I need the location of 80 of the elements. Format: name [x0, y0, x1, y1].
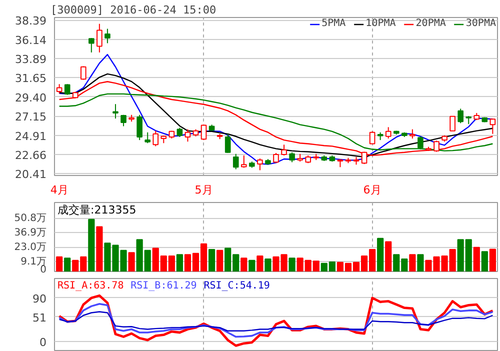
candlestick	[240, 154, 247, 168]
legend-label: 30PMA	[466, 18, 496, 29]
y-tick-label: 20.41	[15, 168, 47, 182]
y-tick-label: 24.91	[15, 130, 47, 143]
bar	[208, 249, 216, 272]
x-tick-label: 6月	[363, 184, 382, 196]
bar	[56, 256, 63, 272]
y-tick-label: 36.14	[15, 34, 47, 47]
bar	[216, 250, 224, 272]
candlestick	[64, 84, 70, 96]
bar	[481, 251, 488, 272]
candlestick	[88, 37, 94, 53]
line-series	[58, 294, 494, 347]
candlestick	[104, 28, 110, 44]
y-tick-label: 51	[32, 311, 47, 324]
candlestick	[257, 158, 263, 171]
bar	[96, 226, 103, 272]
candlestick	[273, 152, 279, 164]
candlestick	[184, 128, 191, 142]
y-tick-label: 0	[40, 264, 47, 276]
y-tick-label: 31.65	[15, 72, 47, 86]
x-tick-label: 4月	[50, 184, 68, 196]
candlestick	[224, 133, 231, 154]
line-series	[58, 93, 494, 152]
y-tick-label: 50.8万	[14, 212, 46, 224]
bar	[64, 258, 71, 272]
candlestick	[458, 108, 464, 124]
line-series	[58, 302, 494, 338]
bar	[489, 248, 496, 272]
candlestick	[144, 132, 150, 144]
candlestick	[96, 23, 102, 53]
candlestick	[136, 114, 142, 141]
bar	[473, 246, 480, 272]
y-tick-label: 29.40	[15, 91, 47, 104]
candlestick	[232, 153, 239, 170]
legend-label: 5PMA	[322, 18, 346, 29]
chart-title: [300009] 2016-06-24 15:00	[50, 4, 216, 16]
bar	[176, 254, 184, 272]
bar	[240, 258, 248, 272]
candlestick	[434, 140, 440, 152]
candlestick	[450, 116, 456, 132]
y-tick-label: 33.89	[15, 53, 47, 66]
candlestick	[112, 104, 118, 120]
y-tick-label: 27.15	[15, 110, 47, 124]
candlestick	[490, 118, 496, 134]
candlestick	[289, 152, 295, 163]
bar	[248, 260, 256, 272]
legend-label: 20PMA	[416, 18, 446, 29]
y-tick-label: 22.66	[15, 148, 47, 162]
candlestick	[152, 130, 159, 147]
y-tick-label: 36.9万	[14, 227, 46, 238]
bar	[264, 258, 272, 272]
candlestick	[410, 128, 416, 140]
text: RSI_B:61.29	[130, 280, 197, 292]
candlestick	[385, 126, 392, 140]
candlestick	[176, 127, 183, 138]
y-tick-label: 0	[40, 336, 46, 350]
line-series	[58, 311, 494, 332]
series-label: RSI_A:63.78	[58, 280, 124, 292]
candlestick	[369, 130, 376, 144]
bar	[88, 218, 95, 272]
candlestick	[56, 84, 62, 94]
bar	[409, 254, 416, 272]
bar	[288, 258, 296, 272]
text: RSI_C:54.19	[204, 280, 270, 292]
y-tick-label: 38.39	[15, 14, 47, 28]
candlestick	[200, 124, 207, 141]
x-tick-label: 5月	[194, 184, 213, 196]
y-tick-label: 90	[32, 292, 47, 306]
y-tick-label: 23.0万	[14, 242, 46, 253]
y-tick-label: 9.1万	[20, 256, 47, 268]
bar	[417, 254, 424, 272]
candlestick	[80, 66, 86, 80]
annotation: 成交量:213355	[58, 204, 136, 216]
candlestick	[281, 144, 287, 156]
bar	[377, 238, 384, 272]
bar	[256, 256, 264, 272]
legend-label: 10PMA	[366, 18, 396, 29]
bar	[385, 241, 392, 272]
bar	[128, 252, 135, 272]
